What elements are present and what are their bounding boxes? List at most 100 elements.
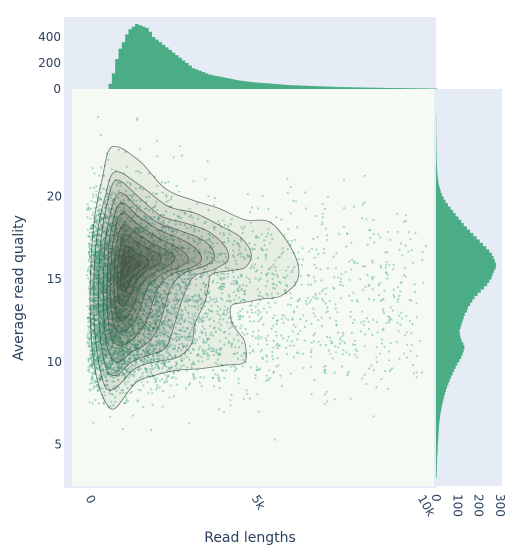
scatter-point [97, 250, 100, 253]
scatter-point [120, 298, 123, 302]
scatter-point [219, 353, 222, 356]
scatter-point [172, 323, 175, 326]
scatter-point [222, 331, 225, 334]
scatter-point [137, 343, 140, 346]
scatter-point [182, 345, 186, 348]
scatter-point [257, 294, 260, 297]
scatter-point [163, 289, 167, 292]
scatter-point [114, 202, 117, 206]
scatter-point [103, 299, 106, 302]
scatter-point [280, 334, 283, 337]
scatter-point [414, 232, 417, 235]
scatter-point [91, 367, 94, 370]
scatter-point [96, 317, 99, 320]
scatter-point [98, 277, 101, 280]
scatter-point [93, 353, 96, 357]
scatter-point [266, 294, 269, 297]
scatter-point [350, 299, 354, 302]
scatter-point [370, 276, 373, 279]
scatter-point [88, 338, 92, 341]
scatter-point [114, 347, 117, 350]
scatter-point [145, 347, 148, 350]
scatter-point [301, 258, 304, 261]
scatter-point [95, 303, 98, 306]
scatter-point [159, 240, 162, 243]
scatter-point [100, 248, 103, 251]
scatter-point [152, 359, 155, 362]
scatter-point [134, 356, 137, 359]
scatter-point [105, 362, 108, 365]
scatter-point [168, 301, 171, 304]
scatter-point [129, 265, 132, 268]
scatter-point [133, 357, 136, 360]
scatter-point [86, 203, 89, 206]
scatter-point [207, 208, 210, 211]
scatter-point [310, 393, 313, 396]
scatter-point [136, 117, 139, 120]
scatter-point [303, 339, 306, 342]
scatter-point [268, 306, 272, 309]
scatter-point [401, 254, 404, 257]
scatter-point [211, 376, 215, 379]
scatter-point [124, 286, 127, 289]
scatter-point [300, 283, 303, 286]
scatter-point [94, 323, 97, 326]
scatter-point [312, 312, 315, 315]
scatter-point [112, 248, 115, 251]
scatter-point [392, 294, 395, 297]
scatter-point [155, 344, 158, 347]
scatter-point [403, 220, 406, 223]
scatter-point [320, 279, 323, 282]
scatter-point [96, 328, 99, 331]
scatter-point [385, 263, 388, 266]
scatter-point [276, 347, 279, 350]
scatter-point [122, 293, 125, 296]
scatter-point [108, 363, 111, 366]
scatter-point [162, 332, 165, 335]
scatter-point [100, 311, 104, 314]
scatter-point [87, 321, 90, 324]
scatter-point [132, 273, 135, 276]
scatter-point [286, 303, 290, 306]
scatter-point [104, 317, 108, 320]
scatter-point [127, 238, 131, 241]
scatter-point [186, 247, 189, 250]
scatter-point [149, 276, 152, 279]
scatter-point [116, 247, 119, 250]
scatter-point [119, 236, 122, 239]
scatter-point [113, 192, 116, 195]
scatter-point [237, 315, 240, 318]
scatter-point [384, 266, 387, 269]
scatter-point [86, 305, 89, 308]
scatter-point [192, 180, 195, 183]
scatter-point [343, 341, 346, 344]
scatter-point [176, 250, 179, 253]
scatter-point [251, 311, 254, 314]
scatter-point [95, 355, 98, 358]
scatter-point [137, 300, 140, 303]
scatter-point [213, 320, 216, 323]
scatter-point [334, 267, 337, 270]
scatter-point [117, 320, 120, 323]
scatter-point [127, 292, 130, 295]
scatter-point [352, 205, 356, 208]
scatter-point [161, 354, 164, 357]
scatter-point [138, 291, 141, 294]
scatter-point [189, 276, 192, 279]
scatter-point [338, 232, 341, 235]
scatter-point [241, 365, 244, 368]
scatter-point [224, 313, 227, 316]
scatter-point [267, 207, 270, 211]
scatter-point [321, 221, 324, 224]
scatter-point [190, 257, 193, 260]
scatter-point [141, 349, 144, 352]
scatter-point [96, 327, 99, 331]
scatter-point [150, 388, 153, 391]
scatter-point [121, 315, 124, 318]
scatter-point [368, 283, 371, 287]
scatter-point [95, 185, 98, 188]
scatter-point [90, 359, 93, 362]
scatter-point [246, 310, 249, 314]
scatter-point [366, 317, 369, 320]
scatter-point [387, 230, 390, 233]
